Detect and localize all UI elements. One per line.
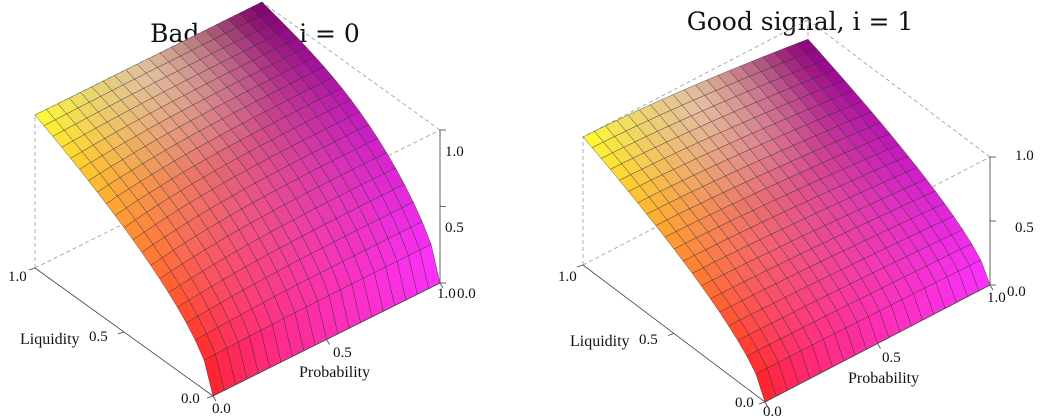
- y-tick-0.0: 0.0: [181, 391, 200, 407]
- good-signal-panel: Good signal, i = 1 1.0 0.5 1.0 0.0 0.5 0…: [558, 7, 1034, 419]
- y-tick-mark: [576, 264, 584, 268]
- box-edge: [582, 19, 809, 138]
- x-tick-0.0: 0.0: [763, 404, 782, 419]
- chart-title: Good signal, i = 1: [687, 7, 914, 36]
- axes-frame: [28, 129, 446, 402]
- y-tick-1.0: 1.0: [8, 269, 27, 285]
- x-tick-1.0: 1.0: [437, 286, 456, 302]
- z-tick-1.0: 1.0: [445, 144, 464, 160]
- x-tick-0.5: 0.5: [882, 350, 901, 366]
- y-tick-mark: [117, 331, 125, 335]
- bad-signal-panel: Bad signal, i = 0 1.0 0.5 1.0 0.0 0.5 0.…: [8, 1, 476, 417]
- y-tick-0.5: 0.5: [89, 329, 108, 345]
- z-tick-1.0: 1.0: [1015, 148, 1034, 164]
- x-tick-0.0: 0.0: [212, 401, 231, 417]
- y-axis-label: Liquidity: [20, 331, 80, 348]
- x-tick-mark: [764, 401, 769, 408]
- z-tick-0.5: 0.5: [445, 220, 464, 236]
- x-tick-mark: [326, 339, 330, 345]
- x-axis-label: Probability: [299, 364, 370, 381]
- z-tick-0.0: 0.0: [457, 286, 476, 302]
- y-tick-0.5: 0.5: [639, 332, 658, 348]
- x-tick-mark: [989, 284, 994, 291]
- box-edge: [261, 1, 441, 131]
- z-tick-0.0: 0.0: [1007, 284, 1026, 300]
- y-axis-label: Liquidity: [570, 333, 630, 350]
- surface: [582, 38, 991, 403]
- surface: [34, 1, 441, 397]
- box-edge: [807, 19, 991, 158]
- y-tick-mark: [206, 395, 214, 399]
- y-tick-mark: [28, 267, 36, 271]
- x-tick-mark: [439, 282, 444, 289]
- x-tick-0.5: 0.5: [333, 345, 352, 361]
- x-tick-1.0: 1.0: [987, 290, 1006, 306]
- x-tick-mark: [877, 343, 881, 349]
- x-axis-label: Probability: [848, 370, 919, 387]
- y-tick-1.0: 1.0: [558, 269, 577, 285]
- y-tick-mark: [758, 401, 766, 405]
- x-tick-mark: [212, 395, 217, 402]
- axes-frame: [576, 156, 996, 408]
- y-tick-mark: [667, 333, 675, 336]
- z-tick-0.5: 0.5: [1015, 220, 1034, 236]
- y-tick-0.0: 0.0: [735, 395, 754, 411]
